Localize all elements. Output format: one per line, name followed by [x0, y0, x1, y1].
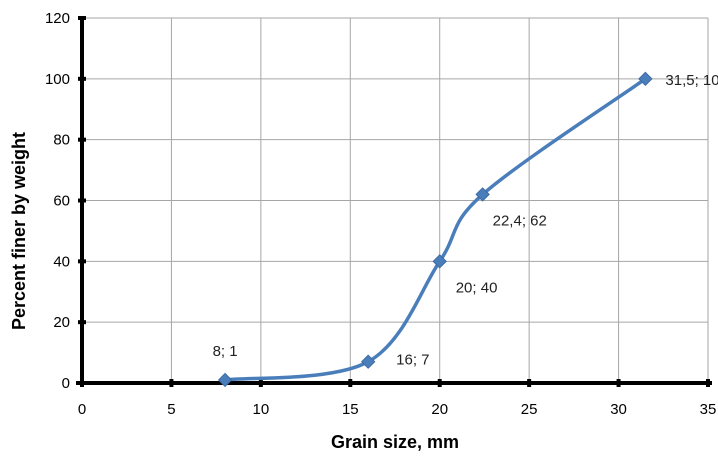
data-point-marker [475, 187, 490, 202]
data-label: 22,4; 62 [493, 212, 547, 229]
x-tick-label: 10 [253, 401, 270, 418]
x-tick-label: 20 [431, 401, 448, 418]
data-point-marker [217, 372, 233, 388]
gridlines [82, 17, 709, 383]
x-tick-label: 35 [700, 401, 717, 418]
data-point-marker [360, 354, 376, 369]
data-label: 8; 1 [213, 343, 238, 360]
y-tick-label: 100 [45, 71, 70, 88]
data-label: 20; 40 [456, 279, 498, 296]
x-axis-title: Grain size, mm [331, 432, 459, 452]
data-labels: 8; 1 16; 7 20; 40 22,4; 62 31,5; 100 [213, 72, 718, 369]
data-label: 31,5; 100 [665, 72, 718, 89]
series-line [223, 77, 648, 382]
x-tick-label: 30 [610, 401, 627, 418]
data-point-marker [638, 71, 653, 87]
series [217, 71, 653, 388]
y-tick-label: 80 [53, 132, 70, 149]
y-tick-label: 0 [62, 375, 70, 392]
data-label: 16; 7 [396, 352, 429, 369]
y-tick-label: 60 [53, 193, 70, 210]
tick-labels: 0 5 10 15 20 25 30 35 0 20 40 60 80 100 120 [45, 10, 716, 418]
x-tick-label: 15 [342, 401, 359, 418]
y-tick-label: 40 [53, 253, 70, 270]
data-point-marker [432, 254, 447, 269]
axes [76, 16, 712, 387]
y-tick-label: 20 [53, 314, 70, 331]
y-axis-title: Percent finer by weight [9, 132, 29, 330]
x-tick-label: 25 [521, 401, 538, 418]
x-tick-label: 5 [167, 401, 175, 418]
x-tick-label: 0 [78, 401, 86, 418]
y-tick-label: 120 [45, 10, 70, 27]
